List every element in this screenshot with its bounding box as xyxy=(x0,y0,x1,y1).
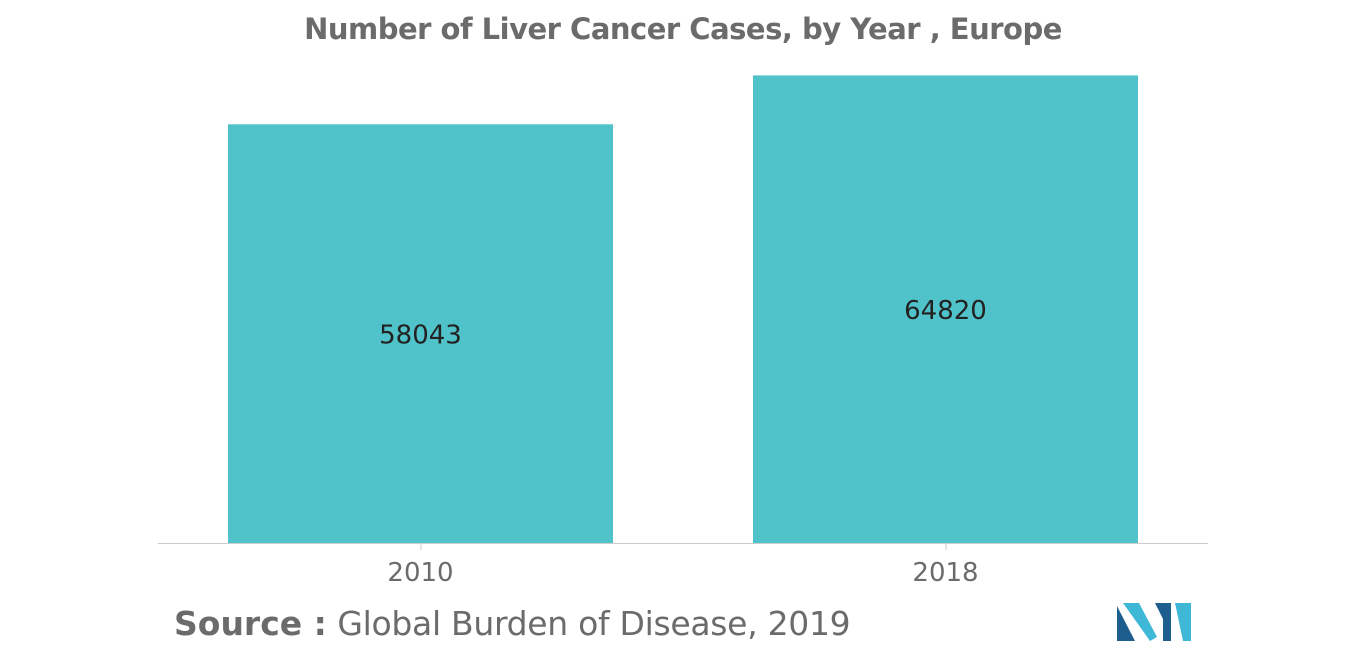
logo-shape-right xyxy=(1175,603,1191,641)
logo-shape-mid-right xyxy=(1155,603,1171,641)
bar-2018 xyxy=(753,75,1138,544)
x-tick-label-2010: 2010 xyxy=(387,558,453,588)
source-text: Global Burden of Disease, 2019 xyxy=(337,604,851,643)
data-label-2010: 58043 xyxy=(379,321,462,351)
labels-layer: 58043 64820 xyxy=(379,296,987,350)
logo-shape-mid-left xyxy=(1123,603,1157,641)
mordor-intelligence-logo-icon xyxy=(1117,603,1191,641)
source-label: Source : xyxy=(174,604,327,643)
source-note: Source : Global Burden of Disease, 2019 xyxy=(174,604,851,643)
data-label-2018: 64820 xyxy=(904,296,987,326)
logo-shape-left xyxy=(1117,606,1135,641)
bar-2010 xyxy=(228,124,613,544)
chart-title: Number of Liver Cancer Cases, by Year , … xyxy=(304,12,1062,46)
x-tick-label-2018: 2018 xyxy=(912,558,978,588)
bars-layer xyxy=(228,75,1138,544)
bar-chart: 58043 64820 2010 2018 xyxy=(158,75,1208,588)
x-axis: 2010 2018 xyxy=(158,543,1208,588)
